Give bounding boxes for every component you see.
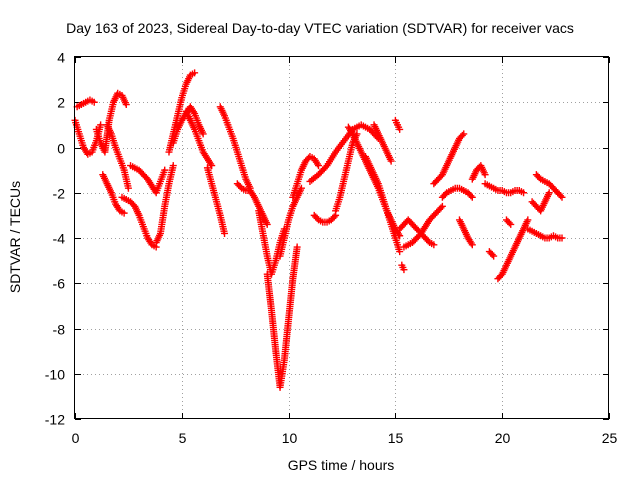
series-arc-13	[216, 103, 254, 192]
series-arc-27	[400, 202, 446, 251]
data-point	[120, 209, 128, 217]
data-point-interp	[330, 213, 338, 221]
data-point	[97, 121, 105, 129]
y-tick-label: -6	[53, 276, 66, 292]
x-tick-label: 0	[72, 430, 80, 446]
y-tick-label: 4	[57, 50, 65, 66]
y-axis-title: SDTVAR / TECUs	[7, 181, 23, 293]
data-point	[481, 171, 489, 179]
plot-frame	[74, 56, 609, 419]
x-tick-label: 25	[602, 430, 618, 446]
data-point	[199, 130, 207, 138]
data-point	[558, 234, 566, 242]
data-point	[400, 266, 408, 274]
series-arc-8	[152, 162, 177, 247]
series-arc-34	[481, 180, 528, 197]
data-point	[460, 130, 468, 138]
series-arc-10	[169, 103, 207, 147]
series-arc-32	[468, 162, 489, 183]
y-tick-label: 2	[57, 95, 65, 111]
series-arc-4	[99, 171, 128, 217]
grid-lines	[75, 57, 609, 419]
series-arc-7	[127, 162, 169, 197]
data-point	[124, 184, 132, 192]
series-arc-24	[370, 121, 395, 165]
data-points	[71, 69, 566, 391]
y-axis-tick-labels: 4 2 0 -2 -4 -6 -8 -10 -12	[45, 50, 65, 428]
data-point	[468, 193, 476, 201]
x-axis-tick-labels: 0 5 10 15 20 25	[72, 430, 618, 446]
data-point	[90, 98, 98, 106]
series-arc-33	[485, 248, 498, 260]
series-arc-38	[532, 171, 566, 201]
data-point	[221, 229, 229, 237]
series-arc-19	[310, 211, 340, 226]
y-tick-label: -8	[53, 322, 66, 338]
data-point	[263, 220, 271, 228]
data-point-interp	[505, 219, 513, 227]
data-point	[387, 157, 395, 165]
series-arc-30	[438, 184, 476, 201]
series-arc-29	[430, 130, 468, 188]
data-point	[558, 193, 566, 201]
series-arc-18	[289, 153, 323, 201]
series-arc-2	[73, 96, 98, 111]
series-arc-5	[103, 121, 132, 192]
x-tick-label: 10	[282, 430, 298, 446]
data-point	[524, 216, 532, 224]
series-arc-37	[524, 225, 566, 242]
series-arc-16	[263, 243, 301, 391]
data-point	[438, 202, 446, 210]
data-point-interp	[424, 237, 432, 245]
data-point	[490, 252, 498, 260]
data-point	[430, 241, 438, 249]
series-arc-25	[391, 116, 404, 133]
series-arc-36	[502, 216, 515, 228]
series-arc-35	[494, 216, 532, 283]
y-tick-label: -12	[45, 412, 65, 428]
data-point	[396, 125, 404, 133]
data-point	[122, 101, 130, 109]
data-point	[315, 162, 323, 170]
y-tick-label: -2	[53, 186, 66, 202]
y-tick-label: -4	[53, 231, 66, 247]
series-arc-23	[361, 153, 404, 256]
x-tick-label: 5	[179, 430, 187, 446]
x-axis-title: GPS time / hours	[288, 457, 395, 473]
data-point-interp	[441, 190, 449, 198]
y-tick-label: -10	[45, 367, 65, 383]
data-point	[293, 243, 301, 251]
data-point	[191, 69, 199, 77]
series-arc-39	[528, 189, 553, 215]
data-point-interp	[313, 214, 321, 222]
data-point	[161, 166, 169, 174]
data-point-interp	[467, 192, 475, 200]
data-point-interp	[535, 174, 543, 182]
series-arc-28	[398, 261, 408, 274]
data-point-interp	[557, 192, 565, 200]
data-point	[208, 162, 216, 170]
data-point-interp	[236, 183, 244, 191]
y-tick-label: 0	[57, 141, 65, 157]
data-point	[396, 248, 404, 256]
series-arc-11	[182, 107, 216, 170]
series-arc-14	[233, 180, 271, 228]
data-point	[468, 241, 476, 249]
series-arc-6	[118, 193, 160, 251]
data-point-interp	[437, 204, 445, 212]
data-point-interp	[458, 131, 466, 139]
series-arc-17	[276, 184, 305, 260]
data-point	[507, 220, 515, 228]
chart-title: Day 163 of 2023, Sidereal Day-to-day VTE…	[66, 20, 574, 36]
x-tick-label: 20	[495, 430, 511, 446]
data-point-interp	[488, 251, 496, 259]
x-tick-label: 15	[388, 430, 404, 446]
data-point	[169, 162, 177, 170]
data-point	[545, 189, 553, 197]
data-point	[520, 189, 528, 197]
series-arc-31	[455, 216, 476, 249]
series-arc-12	[203, 164, 229, 237]
series-arc-3	[92, 89, 130, 156]
